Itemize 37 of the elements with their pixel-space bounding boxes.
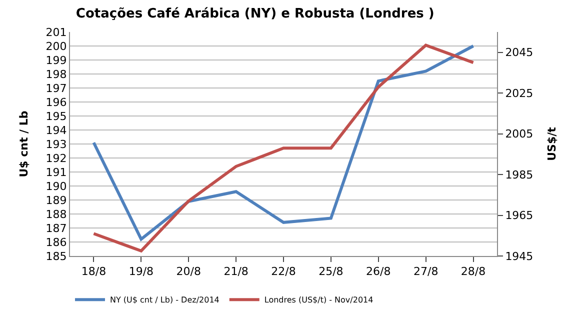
x-tick-label: 25/8 [318,265,344,278]
y-tick-label: 193 [46,138,67,151]
y-tick-label: 192 [46,152,67,165]
y2-tick-label: 2045 [505,46,534,60]
y-tick-label: 201 [46,26,67,39]
legend-label: Londres (US$/t) - Nov/2014 [264,296,374,305]
y-tick-label: 191 [46,166,67,179]
y-tick-label: 190 [46,180,67,193]
y-tick-label: 189 [46,194,67,207]
y-tick-label: 185 [46,250,67,263]
x-tick-label: 21/8 [224,265,248,278]
y2-tick-label: 2025 [505,86,534,100]
x-tick-label: 22/8 [271,265,296,278]
legend-label: NY (U$ cnt / Lb) - Dez/2014 [110,296,220,305]
y-tick-label: 198 [46,68,67,81]
y2-tick-label: 1985 [505,168,534,182]
y-tick-label: 195 [46,110,67,123]
y2-tick-label: 1965 [505,209,534,222]
y-tick-label: 199 [46,54,67,67]
y2-tick-label: 1945 [505,250,534,263]
y2-axis-title: US$/t [545,127,558,161]
y-tick-label: 188 [46,208,67,221]
y-tick-label: 187 [46,222,67,235]
x-tick-label: 18/8 [81,265,106,278]
x-tick-label: 26/8 [366,265,391,278]
x-tick-label: 27/8 [413,265,438,278]
chart-title: Cotações Café Arábica (NY) e Robusta (Londres ) [76,6,434,22]
x-tick-label: 20/8 [176,265,201,278]
y-tick-label: 196 [46,96,67,109]
y-tick-label: 194 [46,124,67,137]
y-axis-title: U$ cnt / Lb [17,110,30,178]
y-tick-label: 197 [46,82,67,95]
y-tick-label: 200 [46,40,67,53]
x-tick-label: 19/8 [128,265,154,278]
x-tick-label: 28/8 [460,265,486,278]
y-tick-label: 186 [46,236,67,249]
y2-tick-label: 2005 [505,128,534,141]
